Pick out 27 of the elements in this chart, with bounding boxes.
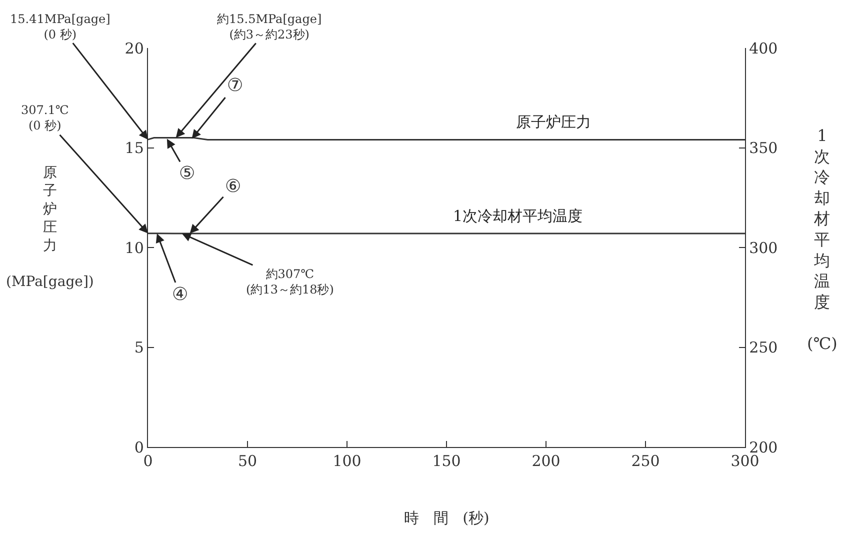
- annotation: 307.1℃ (0 秒): [21, 103, 69, 133]
- text: 原子炉圧力(MPa[gage]): [6, 165, 94, 290]
- y2-tick-label: 350: [749, 139, 778, 157]
- x-tick-label: 200: [532, 452, 560, 470]
- y2-tick-label: 400: [749, 39, 778, 58]
- text: 1次冷却材平均温度(℃): [807, 126, 838, 353]
- series-label: 原子炉圧力: [516, 113, 591, 131]
- annotation: 15.41MPa[gage] (0 秒): [10, 12, 110, 42]
- series-label: 1次冷却材平均温度: [453, 207, 583, 225]
- x-tick-label: 250: [631, 452, 660, 470]
- y2-tick-label: 300: [749, 238, 778, 257]
- annotation: ⑥: [225, 176, 241, 197]
- annotation: ⑤: [179, 163, 195, 184]
- x-axis-title: 時 間 (秒): [404, 509, 490, 527]
- annotation: 約15.5MPa[gage] (約3～約23秒): [217, 12, 322, 42]
- annotation: ⑦: [227, 75, 243, 96]
- y-tick-label: 15: [124, 139, 144, 157]
- y-tick-label: 0: [134, 438, 144, 456]
- x-tick-label: 100: [332, 452, 362, 470]
- y-tick-label: 10: [124, 238, 144, 257]
- y2-tick-label: 250: [749, 338, 778, 356]
- x-tick-label: 50: [238, 452, 258, 470]
- y-tick-label: 5: [134, 338, 144, 356]
- x-tick-label: 150: [432, 452, 461, 470]
- annotation: ④: [172, 284, 188, 305]
- y-tick-label: 20: [124, 39, 144, 58]
- annotation: 約307℃ (約13～約18秒): [246, 267, 334, 297]
